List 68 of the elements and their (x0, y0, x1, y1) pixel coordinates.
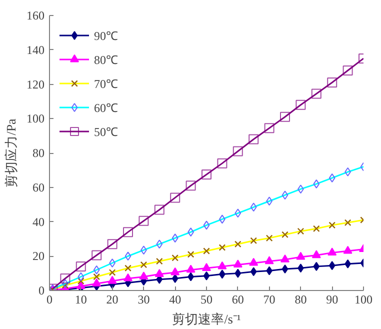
legend-label: 70℃ (94, 76, 118, 92)
y-tick-label: 120 (26, 77, 44, 92)
legend-label: 50℃ (94, 124, 118, 140)
point (296, 100, 306, 110)
point (107, 239, 118, 250)
x-tick-label: 70 (263, 292, 276, 306)
y-tick-label: 0 (38, 284, 44, 298)
point (248, 134, 259, 144)
x-tick-label: 100 (354, 292, 372, 306)
point (202, 263, 211, 271)
point (92, 278, 102, 286)
point (280, 254, 290, 262)
x-tick-label: 30 (138, 292, 150, 306)
point (233, 260, 242, 268)
y-tick-label: 160 (26, 8, 44, 22)
point (170, 267, 180, 276)
point (313, 262, 320, 271)
x-tick-label: 20 (106, 292, 118, 306)
y-tick-label: 80 (32, 146, 44, 160)
x-tick-label: 90 (326, 292, 338, 306)
x-tick-label: 50 (200, 292, 212, 306)
point (186, 264, 196, 273)
point (186, 180, 196, 191)
y-tick-label: 100 (26, 112, 44, 126)
point (282, 264, 288, 274)
y-tick-label: 60 (32, 180, 44, 194)
y-tick-label: 140 (26, 42, 44, 57)
legend-label: 60℃ (94, 100, 118, 116)
point (250, 267, 257, 276)
point (312, 250, 321, 258)
point (123, 227, 133, 238)
y-axis-title: 剪切应力/Pa (4, 118, 18, 188)
x-tick-label: 40 (169, 292, 182, 306)
y-tick-label: 40 (32, 214, 44, 229)
point (124, 273, 132, 282)
point (154, 269, 164, 277)
point (327, 78, 338, 88)
point (264, 256, 274, 264)
legend-label: 90℃ (94, 28, 118, 44)
point (342, 66, 353, 76)
point (60, 273, 70, 284)
x-tick-label: 10 (74, 292, 87, 306)
point (328, 248, 337, 256)
point (217, 158, 228, 168)
point (170, 192, 180, 203)
legend-label: 80℃ (94, 52, 118, 68)
point (138, 216, 149, 226)
point (139, 272, 148, 280)
point (234, 268, 242, 278)
point (264, 123, 274, 134)
point (232, 146, 243, 156)
point (328, 261, 336, 270)
point (76, 261, 86, 272)
y-tick-label: 20 (32, 249, 44, 264)
x-tick-label: 80 (294, 292, 307, 306)
point (108, 276, 117, 284)
x-tick-label: 60 (232, 292, 244, 306)
point (92, 250, 102, 260)
point (311, 88, 322, 99)
point (154, 204, 164, 215)
point (218, 261, 227, 270)
point (296, 252, 306, 260)
point (203, 271, 210, 280)
point (343, 246, 352, 254)
point (202, 169, 212, 180)
x-axis-title: 剪切速率/s⁻¹ (172, 312, 241, 326)
point (280, 112, 290, 122)
point (249, 258, 258, 266)
